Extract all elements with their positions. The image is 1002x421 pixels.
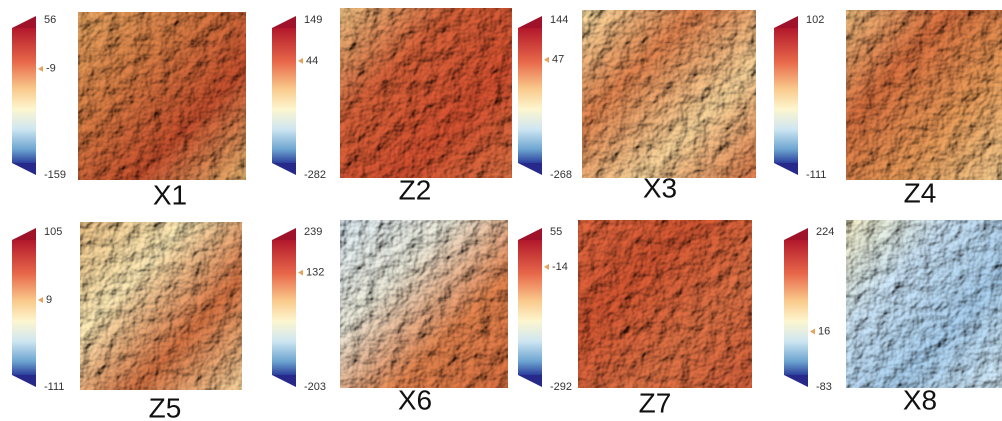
surface-scan — [80, 222, 242, 390]
panel-label: X3 — [643, 172, 677, 203]
surface-scan — [582, 10, 756, 178]
colorbar-mid-label: 16 — [818, 325, 830, 337]
colorbar-min-label: -111 — [44, 381, 64, 393]
colorbar-cap-bottom — [774, 163, 798, 175]
colorbar — [518, 240, 542, 375]
colorbar-mid-marker — [38, 297, 43, 303]
colorbar-mid-label: -9 — [46, 63, 56, 75]
colorbar-min-label: -292 — [550, 381, 572, 393]
colorbar-min-label: -282 — [304, 169, 326, 181]
panel-label: X6 — [398, 384, 432, 415]
colorbar-cap-top — [518, 228, 542, 240]
colorbar-mid-label: 9 — [46, 294, 52, 306]
colorbar-max-label: 55 — [550, 226, 562, 238]
colorbar-cap-bottom — [12, 375, 36, 387]
colorbar-mid-label: 44 — [306, 55, 318, 67]
figure: 56 -159 -9 X1 149 -282 44 Z2 144 -268 47 X3 102 -111 Z… — [0, 0, 1002, 421]
colorbar — [12, 28, 36, 163]
colorbar-cap-bottom — [272, 163, 296, 175]
panel: 144 -268 47 X3 — [518, 10, 756, 203]
colorbar-mid-marker — [544, 264, 549, 270]
surface-scan — [78, 12, 246, 180]
colorbar — [784, 240, 808, 375]
colorbar-cap-top — [12, 228, 36, 240]
colorbar-cap-top — [784, 228, 808, 240]
panel-label: Z4 — [904, 177, 937, 208]
colorbar-cap-bottom — [272, 375, 296, 387]
colorbar — [518, 28, 542, 163]
panel-label: X8 — [903, 384, 937, 415]
colorbar-max-label: 105 — [44, 226, 62, 238]
panel: 55 -292 -14 Z7 — [518, 220, 752, 418]
colorbar-max-label: 224 — [816, 226, 834, 238]
colorbar-min-label: -83 — [816, 381, 832, 393]
colorbar-max-label: 239 — [304, 226, 322, 238]
surface-scan — [578, 220, 752, 388]
colorbar-mid-label: 47 — [552, 54, 564, 66]
colorbar — [12, 240, 36, 375]
colorbar-max-label: 144 — [550, 14, 568, 26]
colorbar-max-label: 102 — [806, 14, 824, 26]
panel: 102 -111 Z4 — [774, 10, 1002, 208]
colorbar-cap-top — [518, 16, 542, 28]
colorbar-min-label: -268 — [550, 169, 572, 181]
colorbar-max-label: 56 — [44, 14, 56, 26]
surface-scan — [340, 220, 508, 388]
panel: 224 -83 16 X8 — [784, 220, 1002, 415]
panel-label: X1 — [153, 179, 187, 210]
surface-scan — [846, 220, 1002, 388]
colorbar-cap-bottom — [518, 375, 542, 387]
panel-label: Z2 — [399, 174, 432, 205]
colorbar — [774, 28, 798, 163]
colorbar-mid-marker — [810, 328, 815, 334]
panel-label: Z7 — [639, 387, 672, 418]
colorbar — [272, 28, 296, 163]
panel: 239 -203 132 X6 — [272, 220, 508, 415]
colorbar-cap-top — [272, 16, 296, 28]
colorbar-mid-marker — [298, 58, 303, 64]
colorbar-min-label: -111 — [806, 169, 826, 181]
panel: 56 -159 -9 X1 — [12, 12, 246, 210]
panel: 149 -282 44 Z2 — [272, 8, 512, 205]
surface-scan — [846, 10, 1002, 180]
colorbar — [272, 240, 296, 375]
surface-scan — [340, 8, 512, 178]
colorbar-min-label: -203 — [304, 381, 326, 393]
colorbar-cap-top — [774, 16, 798, 28]
panel-label: Z5 — [149, 392, 182, 421]
colorbar-cap-bottom — [784, 375, 808, 387]
colorbar-mid-marker — [38, 66, 43, 72]
colorbar-mid-label: 132 — [306, 267, 324, 279]
colorbar-min-label: -159 — [44, 169, 66, 181]
colorbar-cap-top — [12, 16, 36, 28]
colorbar-mid-marker — [544, 57, 549, 63]
colorbar-max-label: 149 — [304, 14, 322, 26]
colorbar-cap-bottom — [518, 163, 542, 175]
colorbar-mid-label: -14 — [552, 261, 568, 273]
colorbar-cap-bottom — [12, 163, 36, 175]
colorbar-cap-top — [272, 228, 296, 240]
colorbar-mid-marker — [298, 270, 303, 276]
panel: 105 -111 9 Z5 — [12, 222, 242, 421]
